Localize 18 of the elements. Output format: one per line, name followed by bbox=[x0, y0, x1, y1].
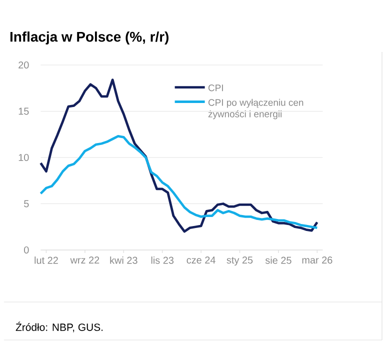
legend-label: CPI po wyłączeniu cen żywności i energii bbox=[208, 98, 304, 120]
y-tick-label: 10 bbox=[18, 154, 29, 162]
x-tick-label: kwi 23 bbox=[110, 256, 138, 264]
x-tick-label: sty 25 bbox=[226, 256, 253, 266]
x-tick-label: cze 24 bbox=[186, 256, 216, 264]
legend-label: CPI bbox=[208, 84, 223, 92]
y-tick-label: 5 bbox=[24, 200, 29, 208]
text: Źródło: NBP, GUS. bbox=[16, 322, 103, 332]
chart-title: Inflacja w Polsce (%, r/r) bbox=[10, 31, 168, 44]
y-tick-label: 15 bbox=[18, 108, 29, 115]
y-tick-label: 0 bbox=[24, 246, 29, 254]
x-tick-label: sie 25 bbox=[265, 256, 292, 264]
x-tick-label: lis 23 bbox=[151, 256, 174, 264]
line-series bbox=[40, 135, 318, 229]
y-tick-label: 20 bbox=[18, 61, 29, 69]
x-tick-label: wrz 22 bbox=[70, 256, 100, 264]
x-tick-label: lut 22 bbox=[34, 256, 58, 264]
x-tick-label: mar 26 bbox=[302, 256, 332, 264]
